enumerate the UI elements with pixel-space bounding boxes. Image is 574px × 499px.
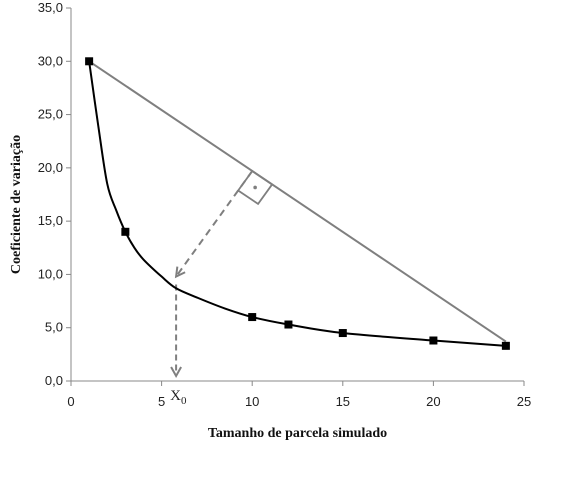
data-points <box>85 57 510 350</box>
data-point-marker <box>121 227 130 236</box>
y-tick-label: 5,0 <box>45 320 63 335</box>
x-tick-label: 15 <box>336 394 350 409</box>
perpendicular-arrowhead <box>174 266 186 279</box>
fitted-curve <box>88 61 506 347</box>
y-tick-label: 0,0 <box>45 373 63 388</box>
y-tick-label: 30,0 <box>38 53 63 68</box>
chord-line <box>88 60 507 343</box>
x-axis-ticks: 0 5 10 15 20 25 <box>67 381 531 409</box>
data-point-marker <box>85 57 94 66</box>
data-point-marker <box>501 341 510 350</box>
perpendicular-dashed-arrow <box>175 170 254 278</box>
x-tick-label: 25 <box>517 394 531 409</box>
y-tick-label: 15,0 <box>38 213 63 228</box>
y-tick-label: 35,0 <box>38 0 63 15</box>
y-tick-label: 25,0 <box>38 107 63 122</box>
data-point-marker <box>338 329 347 338</box>
y-axis-title: Coeficiente de variação <box>9 135 24 274</box>
x0-arrowhead <box>170 366 182 379</box>
data-point-marker <box>284 320 293 329</box>
x0-label: X0 <box>170 388 187 407</box>
x-tick-label: 10 <box>245 394 259 409</box>
data-point-marker <box>248 313 257 322</box>
x-tick-label: 5 <box>158 394 165 409</box>
x-tick-label: 20 <box>426 394 440 409</box>
x-axis-title: Tamanho de parcela simulado <box>208 426 387 441</box>
right-angle-dot <box>253 185 257 190</box>
x-tick-label: 0 <box>67 394 74 409</box>
y-axis-ticks: 0,0 5,0 10,0 15,0 20,0 25,0 30,0 35,0 <box>38 0 71 388</box>
data-point-marker <box>429 336 438 345</box>
y-tick-label: 10,0 <box>38 266 63 281</box>
y-tick-label: 20,0 <box>38 160 63 175</box>
